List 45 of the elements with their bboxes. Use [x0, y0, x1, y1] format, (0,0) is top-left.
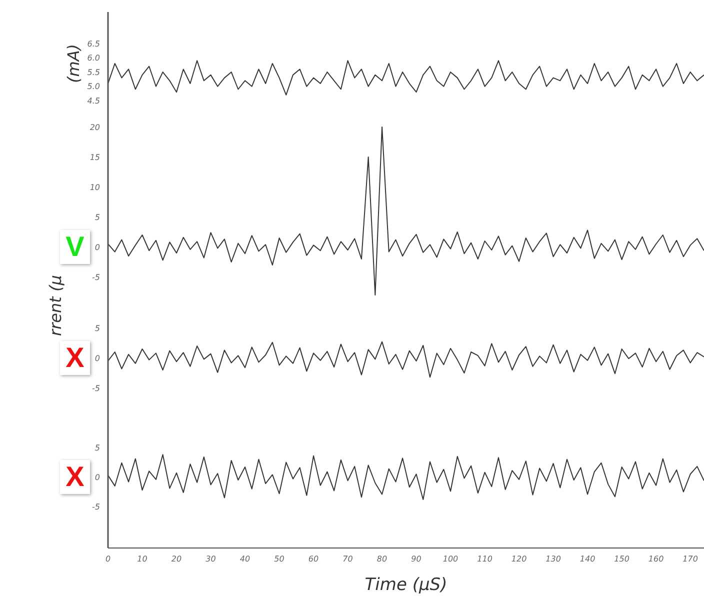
y-tick-label: 5.0 [87, 82, 100, 92]
x-tick-label: 160 [648, 554, 664, 564]
x-tick-label: 130 [546, 554, 561, 564]
y-tick-label: 6.5 [87, 39, 100, 48]
text: X [60, 460, 90, 494]
y-tick-label: -5 [92, 272, 100, 282]
text: V [60, 230, 90, 264]
x-axis-title: Time (μS) [364, 575, 448, 595]
y-tick-label: 6.0 [87, 54, 100, 63]
x-tick-label: 120 [511, 554, 527, 564]
y-axis-title: rrent (μ [46, 274, 65, 336]
y-tick-label: 15 [90, 152, 100, 162]
x-tick-label: 150 [614, 554, 630, 564]
y-axis-title: (mA) [64, 43, 83, 86]
x-tick-label: 100 [442, 554, 458, 564]
y-tick-label: 10 [90, 182, 100, 192]
x-tick-label: 140 [580, 554, 596, 564]
y-tick-label: 5 [94, 443, 100, 452]
x-tick-label: 60 [308, 554, 319, 564]
y-tick-label: 5 [94, 324, 100, 333]
y-tick-label: 5.5 [87, 68, 100, 77]
x-tick-label: 10 [137, 554, 148, 564]
y-tick-label: 0 [94, 242, 100, 252]
x-tick-label: 0 [105, 554, 111, 564]
line-series [108, 341, 704, 378]
x-tick-label: 50 [274, 554, 284, 564]
y-tick-label: 4.5 [87, 96, 100, 106]
line-series [108, 126, 704, 296]
x-tick-label: 70 [342, 554, 353, 564]
y-tick-label: -5 [92, 502, 100, 512]
line-series [108, 454, 704, 500]
line-series [108, 60, 704, 96]
x-tick-label: 80 [376, 554, 388, 564]
y-tick-label: 0 [94, 472, 100, 482]
text: X [60, 341, 90, 375]
y-tick-label: -5 [92, 384, 100, 393]
x-tick-label: 30 [206, 554, 216, 564]
y-tick-label: 5 [94, 212, 100, 222]
x-tick-label: 40 [240, 554, 250, 564]
x-tick-label: 170 [682, 554, 698, 564]
x-tick-label: 110 [477, 554, 492, 564]
y-tick-label: 0 [94, 354, 100, 363]
x-tick-label: 90 [411, 554, 422, 564]
x-tick-label: 20 [171, 554, 182, 564]
y-tick-label: 20 [90, 122, 100, 132]
